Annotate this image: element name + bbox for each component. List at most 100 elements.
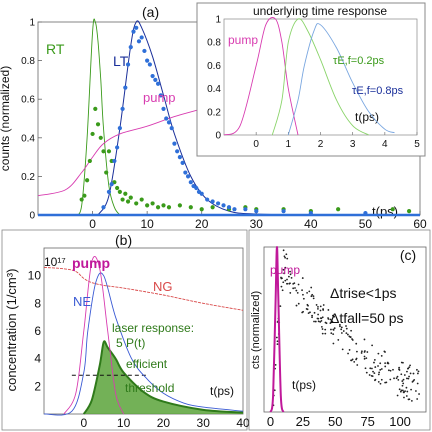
data-point-c	[311, 293, 314, 296]
data-point-c	[405, 395, 408, 397]
data-point-c	[283, 255, 286, 258]
data-point-c	[332, 329, 335, 331]
x-tick-label-c: 50	[328, 414, 342, 429]
data-point-c	[402, 391, 405, 394]
data-point-c	[295, 304, 298, 307]
data-point-rt	[188, 205, 193, 210]
data-point-lt	[128, 44, 133, 50]
data-point-c	[353, 360, 356, 363]
data-point-c	[276, 343, 279, 346]
data-point-rt	[115, 185, 120, 191]
y-axis-label-b: concentration (1/cm³)	[4, 269, 19, 392]
data-point-c	[283, 272, 286, 275]
data-point-lt	[172, 141, 177, 146]
data-point-lt	[221, 203, 226, 208]
label-fall-time: Δtfall=50 ps	[330, 310, 404, 326]
data-point-lt	[155, 81, 161, 86]
data-point-c	[380, 354, 383, 357]
data-point-lt	[125, 62, 131, 67]
data-point-c	[294, 287, 296, 289]
data-point-c	[317, 320, 320, 323]
series-label-rt: RT	[46, 41, 65, 57]
data-point-c	[371, 375, 374, 377]
data-point-lt	[147, 62, 152, 67]
data-point-c	[286, 282, 288, 285]
data-point-c	[373, 372, 376, 375]
data-point-c	[310, 295, 313, 298]
data-point-c	[286, 257, 289, 260]
label-efficient: efficient	[126, 357, 168, 371]
data-point-c	[407, 377, 410, 380]
data-point-c	[374, 366, 377, 368]
inset-y-tick-label: 0	[215, 131, 221, 142]
data-point-rt	[79, 197, 84, 202]
inset-curve-tau-1	[271, 18, 370, 136]
data-point-c	[371, 367, 373, 370]
inset-x-tick-label: 5	[414, 139, 420, 150]
data-point-lt	[109, 182, 114, 187]
inset-y-tick-label: 0.4	[207, 84, 221, 95]
data-point-c	[327, 317, 329, 319]
data-point-lt	[123, 85, 128, 90]
data-point-c	[412, 372, 415, 375]
data-point-c	[332, 342, 335, 345]
series-label-lt: LT	[113, 53, 129, 69]
label-ne: NE	[73, 294, 91, 309]
data-point-c	[374, 379, 376, 382]
data-point-rt	[93, 106, 98, 111]
inset-label-tau-green: τE,f=0.2ps	[333, 55, 385, 67]
data-point-c	[286, 278, 288, 281]
data-point-rt	[95, 122, 101, 127]
inset-title: underlying time response	[253, 4, 387, 18]
data-point-c	[302, 310, 304, 313]
data-point-c	[398, 388, 401, 391]
inset-y-tick-label: 0.8	[207, 38, 221, 49]
data-point-lt	[120, 106, 125, 111]
data-point-c	[360, 352, 363, 354]
data-point-c	[400, 373, 403, 376]
data-point-c	[380, 378, 383, 381]
data-point-c	[292, 287, 295, 290]
data-point-c	[402, 382, 405, 385]
panel-label-b: (b)	[115, 232, 132, 248]
data-point-c	[310, 286, 313, 289]
data-point-c	[297, 302, 300, 305]
data-point-c	[333, 315, 336, 318]
label-laser-equation: 5 P(t)	[116, 336, 145, 350]
data-point-c	[311, 314, 313, 317]
data-point-c	[405, 386, 408, 389]
inset-label-tau-blue: τE,f=0.8ps	[352, 85, 404, 97]
data-point-c	[379, 382, 382, 385]
data-point-lt	[194, 185, 199, 191]
curve-pump	[63, 255, 125, 415]
data-point-rt	[98, 135, 103, 140]
data-point-c	[416, 368, 418, 371]
inset-x-tick-label: 1	[286, 139, 292, 150]
data-point-c	[418, 393, 420, 395]
inset-curve-tau-2	[287, 23, 395, 136]
data-point-c	[319, 321, 322, 323]
inset-curve-pump	[223, 17, 299, 136]
data-point-c	[371, 344, 374, 347]
data-point-lt	[185, 174, 191, 179]
data-point-lt	[106, 189, 112, 194]
data-point-c	[302, 293, 304, 296]
y-tick-label-a: 0	[29, 211, 35, 222]
data-point-lt	[161, 106, 166, 111]
data-point-c	[289, 292, 292, 294]
label-rise-time: Δtrise<1ps	[330, 285, 397, 301]
data-point-c	[293, 282, 296, 285]
data-point-c	[417, 370, 420, 373]
y-tick-label-a: 0.8	[21, 56, 35, 67]
data-point-c	[340, 326, 343, 329]
data-point-c	[309, 311, 311, 314]
data-point-c	[398, 368, 400, 371]
data-point-c	[405, 377, 408, 380]
inset-x-tick-label: 0	[253, 139, 259, 150]
data-point-c	[399, 390, 402, 393]
data-point-lt	[226, 205, 232, 210]
data-point-c	[301, 277, 304, 279]
data-point-c	[377, 352, 380, 355]
